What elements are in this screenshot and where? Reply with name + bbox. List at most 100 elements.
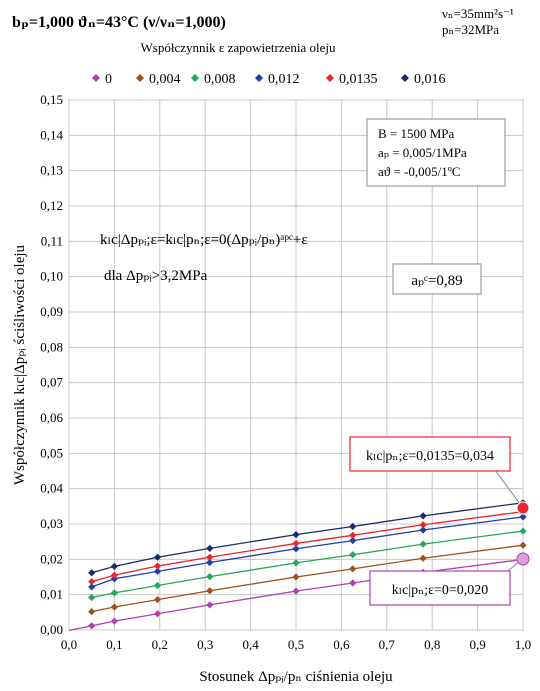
legend-marker [255,74,263,82]
x-tick-label: 0,2 [152,637,168,652]
data-point [206,601,214,609]
data-point [88,569,96,577]
data-point [88,577,96,586]
series-line [91,516,524,588]
data-point [419,512,427,520]
data-point [206,553,214,561]
data-point [419,521,427,529]
data-point [292,545,300,553]
series-group [68,499,527,631]
data-point [349,531,357,539]
callout-top-leader [494,469,524,509]
y-tick-label: 0,07 [40,375,63,390]
y-tick-label: 0,14 [40,127,63,142]
params-box [366,118,506,187]
y-tick-label: 0,13 [40,163,63,178]
data-point [88,608,96,616]
data-point [206,573,214,581]
callout-top-box [349,436,511,472]
apc-box [392,263,482,295]
header-pressure: pₙ=32MPa [442,22,499,37]
series-line [91,510,524,583]
y-tick-label: 0,15 [40,92,63,107]
data-point [349,565,357,573]
data-point [110,603,118,611]
data-point [153,610,162,618]
callout-bottom-box [369,570,511,606]
data-point [419,540,427,548]
legend-marker [326,74,334,82]
x-tick-label: 0,4 [242,637,259,652]
y-tick-label: 0,06 [40,410,63,425]
y-tick-label: 0,05 [40,445,63,460]
params-line-2: aₚ = 0,005/1MPa [378,145,467,160]
y-tick-label: 0,01 [40,587,63,602]
callout-top-marker [516,501,530,515]
legend-label: 0 [105,72,112,87]
x-tick-label: 0,3 [197,637,213,652]
data-point [153,553,162,561]
data-point [292,559,300,567]
y-tick-label: 0,08 [40,339,63,354]
y-tick-label: 0,02 [40,551,63,566]
data-point [519,527,527,535]
data-point [419,554,427,562]
data-point [292,587,300,595]
data-point [349,522,357,531]
x-tick-label: 0,7 [379,637,396,652]
data-point [110,589,118,597]
data-point [88,583,96,591]
legend-label: 0,012 [268,72,300,87]
data-point [349,551,357,559]
data-point [153,567,162,575]
series-2 [88,527,527,602]
y-axis-label: Współczynnik kₗc|Δpₚᵢ ściśliwości oleju [12,244,28,485]
data-point [110,571,118,579]
data-point [88,593,96,602]
data-point [206,558,214,567]
data-point [292,531,300,539]
legend: 0 0,004 0,008 0,012 0,0135 0,016 [92,72,446,87]
series-line [91,502,524,574]
data-point [206,544,214,552]
x-tick-label: 1,0 [515,637,531,652]
y-tick-label: 0,04 [40,481,63,496]
data-point [153,562,162,570]
x-tick-label: 0,1 [106,637,122,652]
x-tick-label: 0,5 [288,637,304,652]
x-tick-label: 0,9 [469,637,485,652]
legend-marker [92,74,100,82]
legend-marker [136,74,144,82]
data-point [206,587,214,595]
y-tick-label: 0,10 [40,269,63,284]
legend-marker [401,74,409,82]
data-point [110,562,118,570]
legend-label: 0,008 [204,72,236,87]
apc-label: aₚᶜ=0,89 [411,273,462,289]
y-tick-label: 0,03 [40,516,63,531]
data-point [110,617,118,625]
callout-top-label: kₗc|pₙ;ε=0,0135=0,034 [366,449,494,464]
legend-title: Współczynnik ε zapowietrzenia oleju [141,40,336,55]
y-tick-label: 0,12 [40,198,63,213]
header-viscosity: νₙ=35mm²s⁻¹ [442,6,514,21]
params-line-1: B = 1500 MPa [378,126,455,141]
header-left-title: bₚ=1,000 ϑₙ=43°C (ν/νₙ=1,000) [12,14,226,31]
data-point [153,581,162,590]
series-4 [88,508,527,586]
legend-label: 0,004 [149,72,181,87]
callout-bottom-marker [516,552,530,566]
y-tick-label: 0,00 [40,622,63,637]
series-line [91,530,524,599]
data-point [88,622,96,630]
y-tick-label: 0,11 [41,233,63,248]
data-point [292,539,300,548]
y-ticks: 0,00 0,01 0,02 0,03 0,04 0,05 0,06 0,07 0,08 0,09… [40,92,63,637]
legend-marker [191,74,199,82]
formula: kₗc|Δpₚᵢ;ε=kₗc|pₙ;ε=0(Δpₚᵢ/pₙ)ᵃᵖᶜ+ε [100,232,308,248]
legend-label: 0,0135 [339,72,378,87]
x-ticks: 0,0 0,1 0,2 0,3 0,4 0,5 0,6 0,7 0,8 0,9 1,0 [61,637,531,652]
x-axis-label: Stosunek Δpₚᵢ/pₙ ciśnienia oleju [199,669,393,685]
data-point [519,513,527,521]
